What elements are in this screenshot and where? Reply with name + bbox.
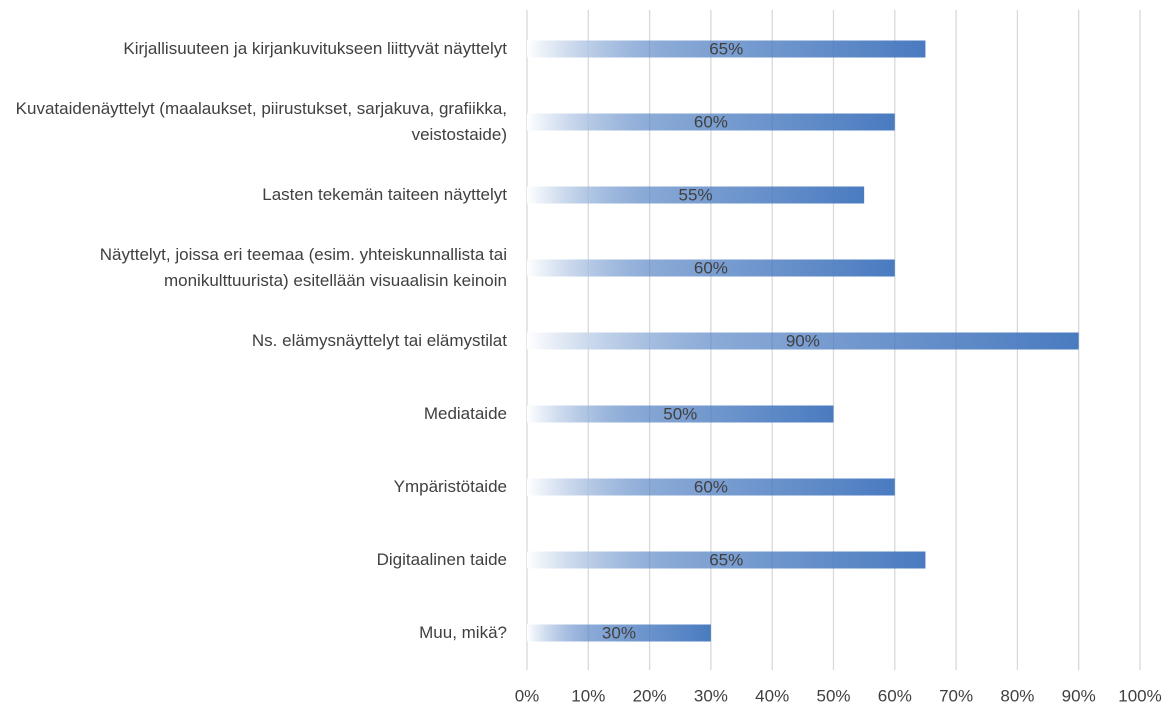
x-tick-label: 80% — [1000, 686, 1034, 705]
value-label: 50% — [663, 404, 697, 423]
bar — [527, 259, 895, 277]
category-label: Mediataide — [423, 404, 507, 423]
category-label: Lasten tekemän taiteen näyttelyt — [262, 185, 507, 204]
value-label: 30% — [602, 623, 636, 642]
bar — [527, 551, 926, 569]
category-label: Kirjallisuuteen ja kirjankuvitukseen lii… — [123, 39, 507, 58]
x-tick-label: 40% — [755, 686, 789, 705]
x-tick-label: 60% — [878, 686, 912, 705]
category-label: Muu, mikä? — [419, 623, 507, 642]
value-label: 60% — [694, 258, 728, 277]
bar — [527, 332, 1079, 350]
bar — [527, 113, 895, 131]
value-label: 60% — [694, 477, 728, 496]
x-tick-label: 20% — [633, 686, 667, 705]
bar — [527, 478, 895, 496]
category-label: Ympäristötaide — [393, 477, 507, 496]
category-label: Näyttelyt, joissa eri teemaa (esim. yhte… — [99, 245, 507, 290]
category-label: Ns. elämysnäyttelyt tai elämystilat — [251, 331, 507, 350]
x-tick-label: 90% — [1062, 686, 1096, 705]
x-tick-label: 30% — [694, 686, 728, 705]
x-tick-label: 10% — [571, 686, 605, 705]
bar — [527, 186, 865, 204]
bar — [527, 40, 926, 58]
x-tick-label: 100% — [1118, 686, 1161, 705]
x-tick-label: 50% — [816, 686, 850, 705]
value-label: 60% — [694, 112, 728, 131]
value-label: 90% — [786, 331, 820, 350]
category-label: Digitaalinen taide — [376, 550, 507, 569]
bar — [527, 624, 711, 642]
category-label: Kuvataidenäyttelyt (maalaukset, piirustu… — [15, 99, 507, 144]
value-label: 65% — [709, 550, 743, 569]
value-label: 65% — [709, 39, 743, 58]
x-tick-label: 70% — [939, 686, 973, 705]
value-label: 55% — [679, 185, 713, 204]
x-tick-label: 0% — [515, 686, 540, 705]
bar — [527, 405, 834, 423]
